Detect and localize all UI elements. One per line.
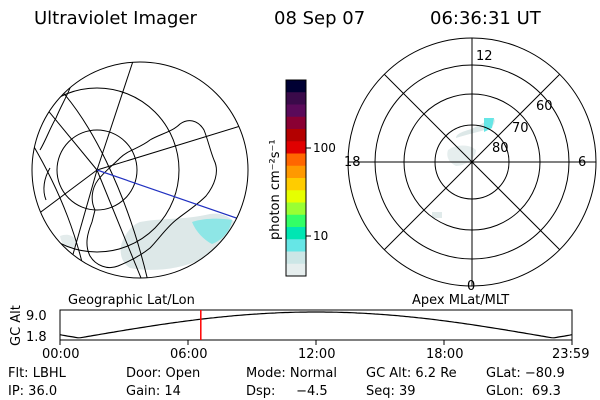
- magnetic-polar-plot: 12 18 6 0 60 70 80: [344, 37, 597, 294]
- colorbar-cell: [286, 92, 306, 105]
- alt-tick-9: 9.0: [26, 309, 47, 324]
- right-panel-label: Apex MLat/MLT: [412, 293, 509, 308]
- status-mode: Mode: Normal: [246, 366, 337, 381]
- time-tick-2359: 23:59: [552, 347, 589, 362]
- colorbar-tick-10: 10: [313, 229, 328, 243]
- time-label: 06:36:31 UT: [430, 8, 542, 29]
- colorbar-cell: [286, 178, 306, 191]
- time-tick-0600: 06:00: [170, 347, 207, 362]
- mlt-label-6: 6: [578, 155, 586, 170]
- mlat-label-70: 70: [512, 121, 529, 136]
- time-tick-1200: 12:00: [298, 347, 335, 362]
- colorbar-cell: [286, 214, 306, 228]
- mlat-label-60: 60: [536, 99, 553, 114]
- status-door: Door: Open: [126, 366, 200, 381]
- status-block: Flt: LBHL Door: Open Mode: Normal GC Alt…: [8, 366, 565, 399]
- status-gc-alt: GC Alt: 6.2 Re: [366, 366, 457, 381]
- status-dsp: Dsp: −4.5: [246, 384, 328, 399]
- status-flt: Flt: LBHL: [8, 366, 67, 381]
- orbit-altitude-curve: [60, 311, 572, 339]
- mlt-label-0: 0: [467, 279, 475, 294]
- colorbar-cell: [286, 153, 306, 167]
- colorbar-tick-100: 100: [313, 141, 336, 155]
- colorbar-cell: [286, 104, 306, 118]
- alt-axis-label: GC Alt: [9, 305, 24, 346]
- colorbar-cell: [286, 80, 306, 93]
- colorbar: 100 10 photon cm⁻²s⁻¹: [268, 79, 336, 277]
- colorbar-cell: [286, 239, 306, 252]
- mlt-label-18: 18: [344, 155, 361, 170]
- time-tick-1800: 18:00: [426, 347, 463, 362]
- colorbar-cell: [286, 116, 306, 130]
- status-seq: Seq: 39: [366, 384, 416, 399]
- colorbar-cell: [286, 251, 306, 265]
- altitude-panel: 9.0 1.8 GC Alt 00:00 06:00 12:00 18:00 2…: [9, 305, 589, 362]
- mlt-label-12: 12: [476, 49, 493, 64]
- instrument-title: Ultraviolet Imager: [34, 8, 198, 29]
- colorbar-cell: [286, 165, 306, 179]
- status-ip: IP: 36.0: [8, 384, 57, 399]
- colorbar-cell: [286, 129, 306, 142]
- colorbar-cell: [286, 141, 306, 154]
- colorbar-cell: [286, 190, 306, 203]
- status-gain: Gain: 14: [126, 384, 181, 399]
- time-tick-0000: 00:00: [42, 347, 79, 362]
- colorbar-unit-label: photon cm⁻²s⁻¹: [268, 139, 283, 240]
- date-label: 08 Sep 07: [274, 8, 365, 29]
- colorbar-cell: [286, 227, 306, 240]
- status-glat: GLat: −80.9: [486, 366, 565, 381]
- colorbar-cell: [286, 263, 306, 277]
- status-glon: GLon: 69.3: [486, 384, 561, 399]
- colorbar-cell: [286, 202, 306, 216]
- geographic-map: [31, 61, 249, 279]
- left-panel-label: Geographic Lat/Lon: [68, 293, 195, 308]
- mlat-label-80: 80: [492, 141, 509, 156]
- alt-tick-1: 1.8: [26, 330, 47, 345]
